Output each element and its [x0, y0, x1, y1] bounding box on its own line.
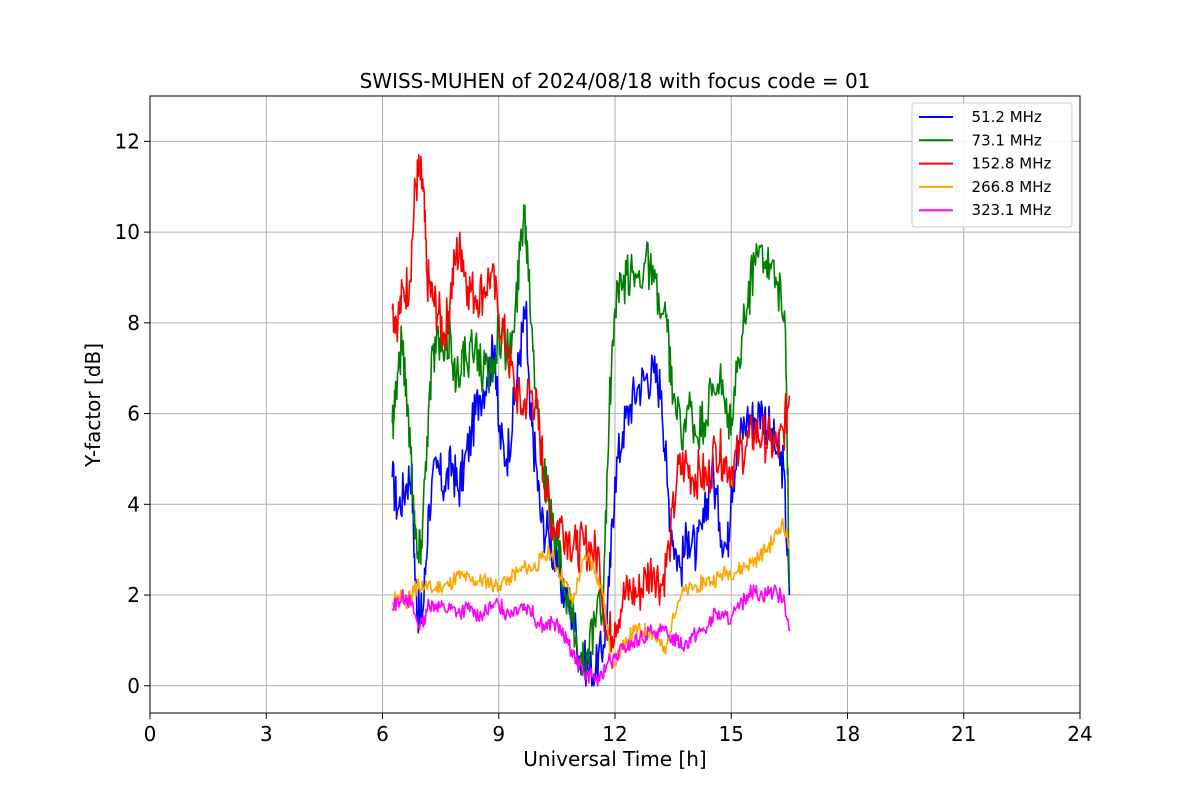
y-tick-label: 12	[115, 129, 140, 153]
y-tick-label: 6	[127, 402, 140, 426]
x-tick-label: 12	[602, 722, 627, 746]
y-tick-label: 8	[127, 311, 140, 335]
series-line	[391, 517, 791, 669]
series-lines	[391, 153, 791, 687]
y-tick-label: 0	[127, 674, 140, 698]
legend-label: 266.8 MHz	[962, 178, 1051, 196]
x-tick-label: 9	[492, 722, 505, 746]
legend: 51.2 MHz 73.1 MHz 152.8 MHz 266.8 MHz 32…	[911, 102, 1073, 228]
x-tick-label: 21	[951, 722, 976, 746]
series-line	[391, 153, 791, 653]
x-axis-label: Universal Time [h]	[523, 747, 706, 771]
y-axis-label: Y-factor [dB]	[81, 343, 105, 468]
legend-box	[911, 102, 1073, 228]
x-tick-label: 18	[835, 722, 860, 746]
legend-label: 51.2 MHz	[962, 108, 1042, 126]
x-tick-label: 3	[260, 722, 273, 746]
legend-label: 152.8 MHz	[962, 155, 1051, 173]
legend-label: 323.1 MHz	[962, 201, 1051, 219]
x-tick-label: 0	[144, 722, 157, 746]
chart-title: SWISS-MUHEN of 2024/08/18 with focus cod…	[360, 69, 871, 93]
series-line	[391, 204, 791, 678]
x-tick-label: 15	[719, 722, 744, 746]
y-tick-label: 10	[115, 220, 140, 244]
y-tick-label: 2	[127, 583, 140, 607]
x-tick-label: 24	[1067, 722, 1092, 746]
x-tick-label: 6	[376, 722, 389, 746]
series-line	[391, 584, 791, 687]
legend-label: 73.1 MHz	[962, 131, 1042, 149]
y-tick-label: 4	[127, 492, 140, 516]
